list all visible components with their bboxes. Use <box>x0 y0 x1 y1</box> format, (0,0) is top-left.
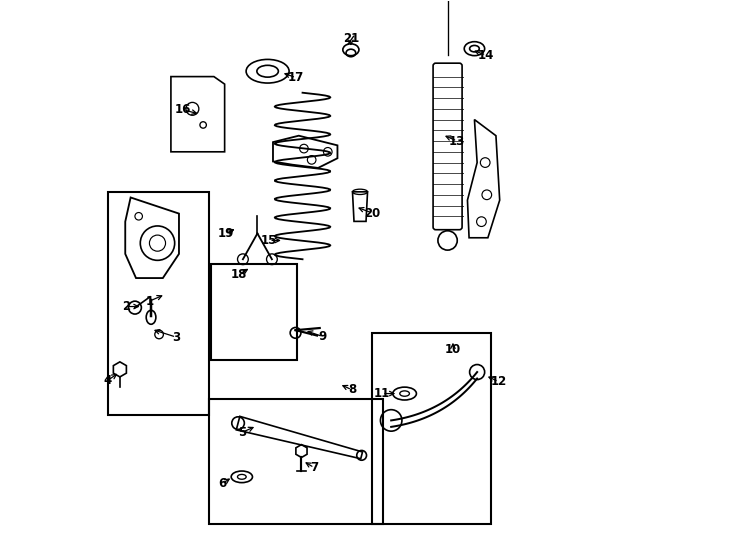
Text: 10: 10 <box>445 343 461 356</box>
Text: 3: 3 <box>172 330 181 343</box>
Bar <box>372 333 490 524</box>
Text: 11: 11 <box>374 387 390 400</box>
Text: 6: 6 <box>218 477 226 490</box>
Text: 12: 12 <box>490 375 506 388</box>
Text: 15: 15 <box>261 234 277 247</box>
Bar <box>108 192 208 415</box>
Text: 13: 13 <box>449 134 465 147</box>
Text: 20: 20 <box>364 207 380 220</box>
Text: 18: 18 <box>231 268 247 281</box>
Bar <box>208 399 383 524</box>
Text: 2: 2 <box>123 300 131 313</box>
Bar <box>211 264 297 360</box>
Text: 1: 1 <box>145 295 153 308</box>
Text: 9: 9 <box>319 330 327 343</box>
Text: 17: 17 <box>288 71 304 84</box>
Text: 5: 5 <box>239 426 247 438</box>
Text: 21: 21 <box>343 32 359 45</box>
Text: 4: 4 <box>104 374 112 387</box>
Text: 19: 19 <box>218 227 234 240</box>
Text: 16: 16 <box>175 103 192 117</box>
Text: 14: 14 <box>478 49 495 62</box>
Text: 8: 8 <box>348 383 356 396</box>
Text: 7: 7 <box>310 461 319 474</box>
